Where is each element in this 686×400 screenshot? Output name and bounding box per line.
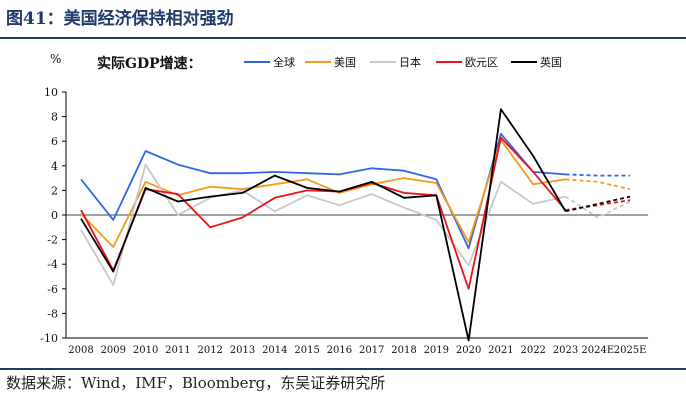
footer-divider xyxy=(0,368,686,370)
y-tick-label: -2 xyxy=(47,234,58,247)
x-tick-label: 2013 xyxy=(230,345,255,356)
gdp-growth-line-chart: % 实际GDP增速： 全球 美国 日本 欧元区 英国 -10 -8 -6 -4 -2 0 2 4 6 8 1… xyxy=(40,52,649,356)
series-line-4 xyxy=(80,108,567,342)
series-forecast-line-2 xyxy=(565,195,631,219)
x-tick-label: 2021 xyxy=(488,345,513,356)
x-tick-label: 2012 xyxy=(197,345,222,356)
x-tick-label: 2020 xyxy=(456,345,481,356)
y-tick-label: -10 xyxy=(40,332,58,345)
legend-label: 欧元区 xyxy=(465,56,498,69)
x-tick-label: 2024E xyxy=(581,345,614,356)
series-line-3 xyxy=(80,136,567,290)
x-tick-label: 2014 xyxy=(262,345,287,356)
series-forecast-line-0 xyxy=(565,173,631,177)
x-tick-label: 2022 xyxy=(520,345,545,356)
axes: -10 -8 -6 -4 -2 0 2 4 6 8 10 2008 2009 2010 2011 2012 20… xyxy=(40,86,649,356)
y-tick-label: 4 xyxy=(51,160,58,173)
x-tick-label: 2008 xyxy=(68,345,93,356)
x-tick-label: 2015 xyxy=(294,345,319,356)
y-tick-label: 0 xyxy=(51,209,58,222)
legend-label: 全球 xyxy=(273,55,295,69)
legend-label: 英国 xyxy=(540,55,562,69)
series-forecast-line-4 xyxy=(565,195,631,213)
legend-label: 美国 xyxy=(334,56,356,69)
x-tick-label: 2019 xyxy=(424,345,449,356)
series-line-2 xyxy=(80,163,566,287)
x-tick-label: 2018 xyxy=(391,345,416,356)
series-line-1 xyxy=(80,139,566,248)
x-tick-label: 2025E xyxy=(614,345,647,356)
x-tick-label: 2017 xyxy=(359,345,384,356)
chart-title: 实际GDP增速： xyxy=(97,55,202,72)
x-tick-label: 2016 xyxy=(327,345,352,356)
y-tick-label: -6 xyxy=(47,283,58,296)
series-forecast-line-3 xyxy=(565,199,631,211)
y-tick-label: -4 xyxy=(47,258,58,271)
x-tick-label: 2010 xyxy=(133,345,158,356)
x-tick-label: 2023 xyxy=(553,345,578,356)
legend: 全球 美国 日本 欧元区 英国 xyxy=(244,55,562,69)
y-tick-label: 8 xyxy=(51,111,58,124)
title-divider xyxy=(0,37,686,39)
y-tick-label: -8 xyxy=(47,307,58,320)
x-tick-label: 2011 xyxy=(165,345,190,356)
x-tick-label: 2009 xyxy=(101,345,126,356)
y-tick-label: 10 xyxy=(44,86,58,99)
page-title: 图41：美国经济保持相对强劲 xyxy=(6,9,234,29)
y-axis-unit-label: % xyxy=(50,52,61,66)
series-layer xyxy=(80,108,631,342)
series-forecast-line-1 xyxy=(565,178,631,191)
legend-label: 日本 xyxy=(399,55,421,69)
source-note: 数据来源：Wind，IMF，Bloomberg，东吴证券研究所 xyxy=(6,374,386,392)
y-tick-label: 6 xyxy=(51,135,58,148)
y-tick-label: 2 xyxy=(51,184,58,197)
